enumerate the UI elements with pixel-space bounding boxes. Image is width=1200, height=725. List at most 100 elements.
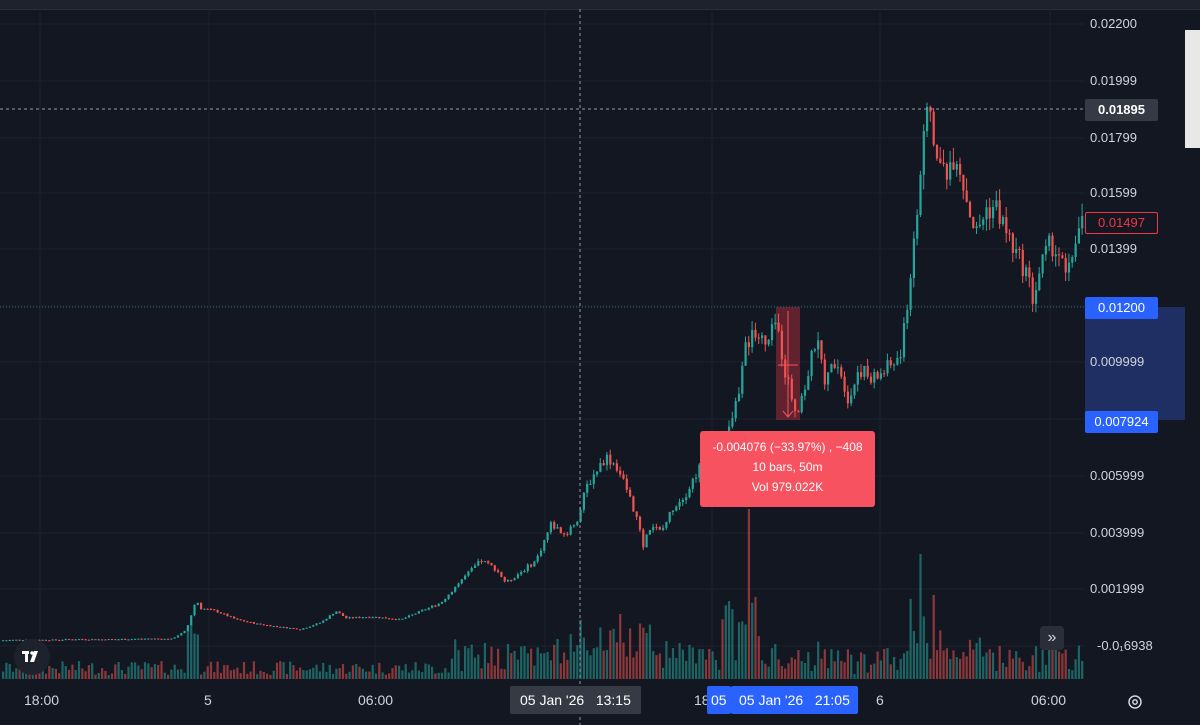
candle-body — [87, 639, 90, 641]
volume-bar — [473, 657, 477, 679]
volume-bar — [569, 634, 572, 679]
volume-bar — [269, 674, 272, 679]
candle-body — [530, 564, 533, 567]
volume-bar — [886, 648, 889, 679]
volume-bar — [675, 657, 678, 679]
candle-body — [734, 401, 737, 419]
candle-body — [539, 550, 543, 556]
candle-body — [850, 395, 853, 404]
candle-body — [747, 342, 750, 348]
candle-body — [219, 612, 222, 614]
volume-bar — [869, 664, 873, 679]
candle-body — [365, 617, 368, 619]
volume-bar — [378, 662, 381, 679]
volume-bar — [74, 669, 77, 679]
volume-bar — [186, 627, 189, 679]
volume-bar — [437, 672, 440, 679]
candle-body — [556, 527, 559, 529]
volume-bar — [972, 649, 975, 679]
volume-bar — [800, 661, 803, 679]
candle-body — [493, 565, 496, 571]
candle-body — [440, 601, 444, 604]
volume-bar — [721, 619, 724, 679]
volume-bar — [388, 673, 391, 679]
volume-bar — [295, 670, 298, 679]
candle-body — [368, 617, 371, 619]
candle-body — [203, 608, 206, 610]
candle-body — [1044, 246, 1047, 255]
candle-body — [160, 638, 163, 640]
volume-bar — [203, 671, 206, 679]
volume-bar — [1048, 646, 1051, 679]
candle-body — [414, 613, 417, 615]
volume-bar — [790, 657, 793, 679]
candle-body — [134, 638, 137, 640]
candle-body — [11, 639, 15, 641]
volume-bar — [662, 667, 665, 679]
volume-bar — [91, 663, 94, 679]
volume-bar — [1008, 649, 1011, 679]
volume-bar — [457, 650, 460, 679]
candle-body — [827, 372, 830, 385]
volume-bar — [262, 671, 265, 679]
volume-bar — [477, 654, 480, 679]
volume-bar — [929, 658, 932, 679]
candle-body — [695, 477, 698, 479]
volume-bar — [480, 668, 483, 679]
tradingview-logo[interactable] — [14, 639, 50, 675]
volume-bar — [718, 669, 721, 679]
volume-bar — [1038, 671, 1041, 679]
volume-bar — [906, 650, 909, 679]
candle-body — [691, 478, 694, 489]
candle-body — [259, 623, 262, 625]
volume-bar — [285, 674, 288, 679]
candle-body — [764, 335, 767, 345]
candle-body — [817, 340, 820, 350]
candle-body — [800, 395, 803, 413]
volume-bar — [559, 663, 562, 679]
candle-body — [652, 526, 655, 531]
candlestick-chart[interactable] — [0, 9, 1185, 725]
volume-bar — [1077, 645, 1080, 679]
candle-body — [932, 111, 935, 145]
candle-body — [61, 639, 64, 641]
candle-body — [74, 639, 77, 641]
candle-body — [233, 616, 236, 619]
candle-body — [612, 463, 615, 465]
volume-bar — [1015, 651, 1018, 679]
candle-body — [256, 623, 259, 625]
candle-body — [120, 638, 123, 640]
candle-body — [1038, 273, 1041, 291]
volume-bar — [520, 646, 523, 679]
candle-body — [853, 384, 856, 396]
candle-body — [770, 324, 774, 341]
candle-body — [130, 639, 133, 641]
volume-bar — [25, 671, 28, 679]
volume-bar — [1021, 661, 1024, 679]
volume-bar — [596, 647, 599, 679]
price-tick: 0.005999 — [1090, 468, 1145, 483]
candle-body — [226, 613, 229, 617]
volume-bar — [1011, 658, 1014, 679]
candle-body — [470, 567, 473, 572]
scroll-to-realtime-button[interactable]: » — [1040, 626, 1064, 650]
candle-body — [975, 226, 978, 228]
candle-body — [434, 605, 437, 607]
volume-bar — [612, 628, 615, 679]
volume-bar — [137, 665, 140, 679]
gear-icon[interactable] — [1126, 693, 1144, 711]
measure-tooltip: -0.004076 (−33.97%) , −408 10 bars, 50m … — [700, 431, 875, 507]
volume-bar — [543, 653, 546, 679]
price-tick: 0.01999 — [1090, 73, 1137, 88]
volume-bar — [566, 659, 569, 679]
candle-body — [1051, 235, 1054, 257]
volume-bar — [883, 648, 886, 679]
candle-body — [978, 224, 981, 227]
candle-body — [186, 625, 189, 632]
volume-bar — [124, 674, 127, 679]
candle-body — [962, 174, 965, 191]
volume-bar — [823, 649, 826, 679]
volume-bar — [444, 668, 447, 679]
volume-bar — [902, 653, 906, 679]
candle-body — [596, 471, 599, 475]
